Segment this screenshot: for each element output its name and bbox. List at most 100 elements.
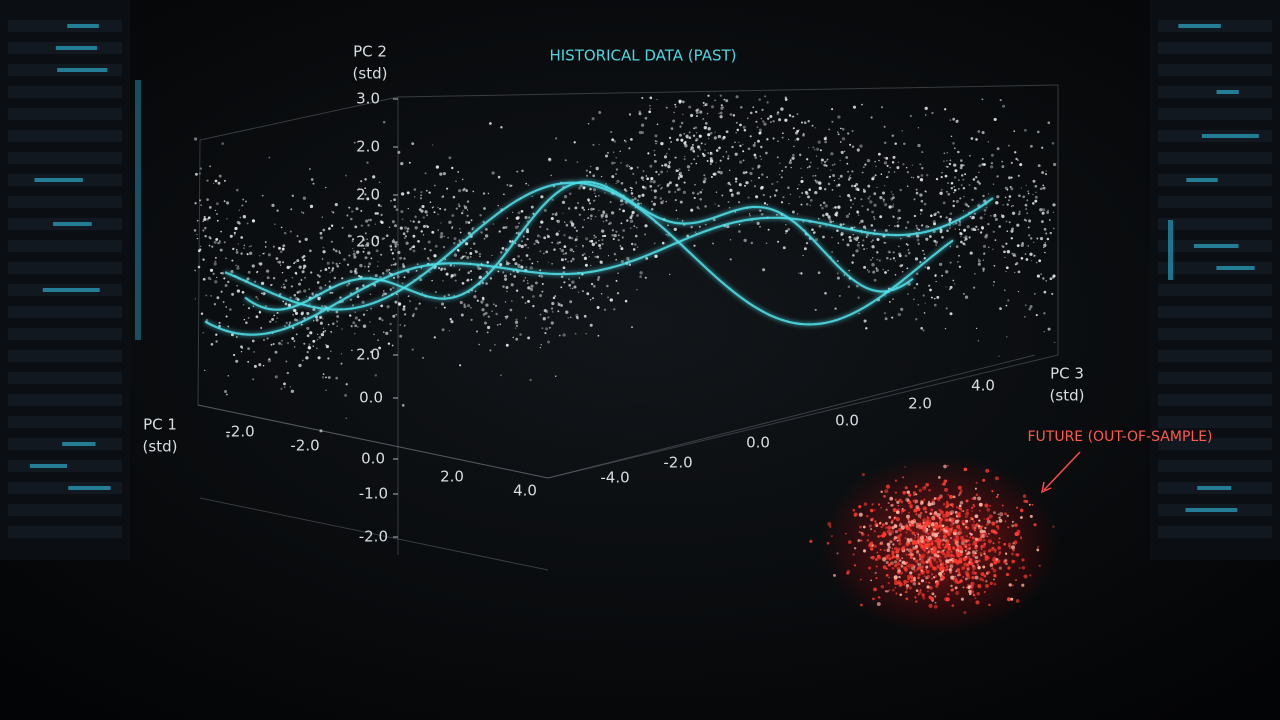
- point: [1002, 104, 1006, 108]
- point: [366, 161, 369, 164]
- future-point: [893, 524, 898, 528]
- point: [619, 245, 622, 247]
- point: [940, 176, 943, 179]
- future-point: [979, 529, 984, 534]
- future-point: [869, 508, 874, 513]
- future-point: [922, 506, 927, 511]
- point: [628, 147, 631, 150]
- point: [353, 141, 356, 144]
- point: [432, 144, 434, 146]
- point: [983, 208, 987, 212]
- point: [306, 311, 310, 315]
- point: [471, 226, 475, 230]
- point: [610, 211, 615, 215]
- point: [268, 358, 271, 361]
- point: [780, 107, 784, 111]
- future-point: [956, 573, 960, 577]
- future-point: [1022, 494, 1027, 498]
- point: [520, 265, 524, 269]
- point: [847, 285, 851, 288]
- future-point: [892, 555, 896, 558]
- point: [987, 193, 990, 195]
- point: [209, 268, 214, 272]
- point: [593, 234, 596, 237]
- point: [684, 155, 686, 158]
- point: [306, 334, 310, 338]
- point: [466, 214, 469, 217]
- point: [611, 175, 615, 179]
- point: [883, 185, 886, 187]
- point: [807, 120, 810, 123]
- point: [382, 120, 386, 124]
- point: [731, 145, 734, 149]
- point: [917, 242, 921, 246]
- future-point: [963, 562, 968, 567]
- future-point: [898, 523, 903, 527]
- point: [933, 213, 937, 217]
- future-point: [918, 558, 922, 561]
- point: [1003, 250, 1006, 254]
- point: [907, 249, 910, 251]
- point: [588, 171, 592, 174]
- point: [949, 159, 952, 162]
- future-point: [982, 478, 986, 482]
- point: [470, 247, 472, 250]
- point: [1004, 256, 1006, 259]
- point: [906, 220, 910, 224]
- point: [433, 254, 437, 258]
- point: [309, 249, 312, 253]
- point: [499, 263, 502, 267]
- point: [959, 222, 961, 224]
- future-point: [907, 577, 911, 581]
- point: [414, 307, 418, 311]
- point: [506, 217, 509, 219]
- point: [945, 286, 947, 288]
- point: [276, 312, 279, 314]
- point: [349, 270, 353, 274]
- point: [576, 236, 578, 238]
- point: [982, 244, 987, 248]
- point: [1014, 151, 1017, 154]
- future-point: [967, 585, 971, 590]
- point: [450, 274, 454, 278]
- point: [634, 243, 637, 246]
- point: [831, 189, 834, 191]
- point: [383, 237, 385, 239]
- point: [463, 204, 466, 207]
- point: [293, 293, 297, 297]
- future-point: [1008, 544, 1011, 548]
- point: [335, 249, 338, 253]
- point: [798, 184, 800, 186]
- point: [251, 264, 255, 268]
- point: [992, 284, 995, 287]
- future-point: [920, 579, 925, 583]
- future-point: [955, 591, 960, 595]
- future-point: [912, 499, 916, 503]
- point: [864, 163, 867, 166]
- point: [870, 259, 872, 261]
- future-point: [908, 586, 912, 590]
- point: [558, 241, 562, 244]
- point: [629, 227, 632, 230]
- future-point: [931, 529, 935, 533]
- future-point: [1018, 567, 1021, 569]
- point: [779, 162, 781, 165]
- point: [509, 262, 511, 265]
- point: [1032, 202, 1035, 205]
- point: [644, 224, 648, 228]
- future-point: [905, 531, 908, 534]
- future-point: [836, 552, 839, 555]
- future-point: [895, 551, 898, 554]
- point: [520, 240, 524, 243]
- point: [668, 273, 671, 276]
- point: [235, 264, 237, 267]
- future-point: [929, 586, 933, 590]
- future-point: [970, 586, 974, 590]
- point: [892, 196, 895, 199]
- future-point: [998, 553, 1001, 556]
- point: [819, 204, 822, 207]
- future-point: [938, 516, 941, 519]
- point: [1035, 191, 1037, 193]
- point: [820, 162, 823, 164]
- point: [766, 138, 769, 141]
